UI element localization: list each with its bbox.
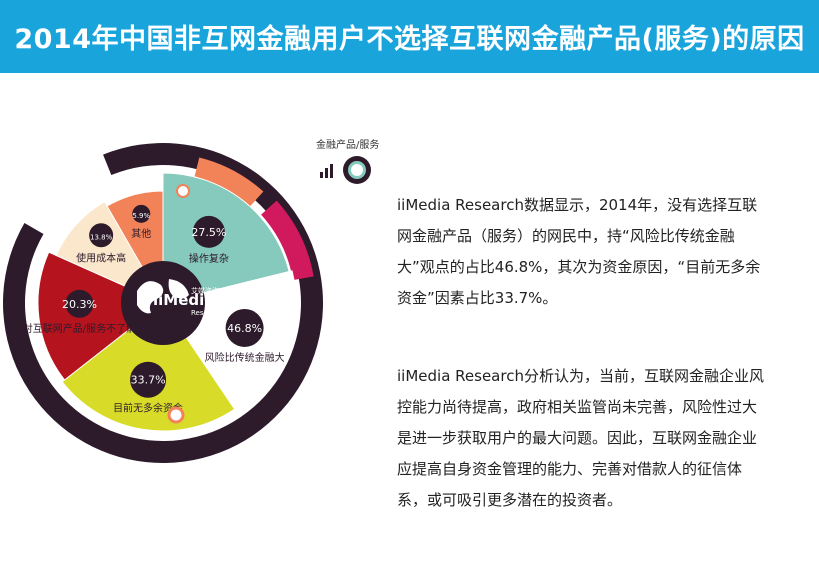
pie-category-label: 操作复杂 bbox=[189, 252, 229, 265]
pie-category-label: 对互联网产品/服务不了解 bbox=[23, 322, 136, 335]
globe-continent bbox=[168, 279, 189, 299]
globe-continent bbox=[137, 281, 164, 314]
text-paragraph-1: iiMedia Research数据显示，2014年，没有选择互联网金融产品（服… bbox=[397, 190, 767, 314]
pie-slice bbox=[162, 172, 290, 304]
center-logo-cn: 艾媒咨询 bbox=[191, 286, 219, 295]
paragraph-1-text: iiMedia Research数据显示，2014年，没有选择互联网金融产品（服… bbox=[397, 196, 761, 307]
title-bar: 2014年中国非互网金融用户不选择互联网金融产品(服务)的原因 bbox=[0, 0, 819, 73]
value-bubble bbox=[89, 223, 114, 248]
center-globe bbox=[121, 261, 205, 345]
pie-value-label: 5.9% bbox=[132, 212, 150, 220]
mini-pie-icon bbox=[176, 184, 190, 198]
pie-category-label: 目前无多余资金 bbox=[113, 402, 183, 415]
legend-donut-icon bbox=[351, 164, 363, 176]
legend-label: 金融产品/服务 bbox=[316, 138, 379, 151]
value-bubble bbox=[132, 204, 151, 223]
center-logo-sub: Research bbox=[191, 309, 223, 317]
paragraph-2-text: iiMedia Research分析认为，当前，互联网金融企业风控能力尚待提高，… bbox=[397, 367, 764, 509]
legend-bar-icon bbox=[320, 172, 323, 178]
mini-pie-icon bbox=[167, 406, 185, 424]
value-bubble bbox=[192, 215, 225, 248]
chart-area: 27.5% 操作复杂 46.8% 风险比传统金融大 33.7% 目前无多余资金 20.3% 对… bbox=[0, 80, 400, 562]
pie-category-label: 其他 bbox=[131, 227, 151, 240]
text-paragraph-2: iiMedia Research分析认为，当前，互联网金融企业风控能力尚待提高，… bbox=[397, 361, 767, 516]
value-bubble bbox=[130, 361, 167, 398]
pie-value-label: 27.5% bbox=[191, 226, 226, 239]
magenta-arc bbox=[261, 200, 314, 281]
pie-category-label: 使用成本高 bbox=[76, 251, 126, 264]
pie-value-label: 33.7% bbox=[131, 374, 166, 387]
pie-chart: 27.5% 操作复杂 46.8% 风险比传统金融大 33.7% 目前无多余资金 20.3% 对… bbox=[2, 138, 379, 464]
center-logo-brand: iiMedia bbox=[153, 291, 214, 309]
legend-bar-icon bbox=[325, 168, 328, 178]
orange-arc bbox=[193, 157, 264, 208]
page-title: 2014年中国非互网金融用户不选择互联网金融产品(服务)的原因 bbox=[14, 24, 805, 55]
pie-value-label: 20.3% bbox=[62, 298, 97, 311]
pie-value-label: 13.8% bbox=[90, 233, 113, 241]
value-bubble bbox=[65, 289, 94, 318]
pie-category-label: 风险比传统金融大 bbox=[205, 351, 285, 364]
pie-value-label: 46.8% bbox=[227, 322, 262, 335]
pie-slice bbox=[37, 251, 164, 381]
value-bubble bbox=[225, 308, 264, 347]
legend-bar-icon bbox=[330, 164, 333, 178]
